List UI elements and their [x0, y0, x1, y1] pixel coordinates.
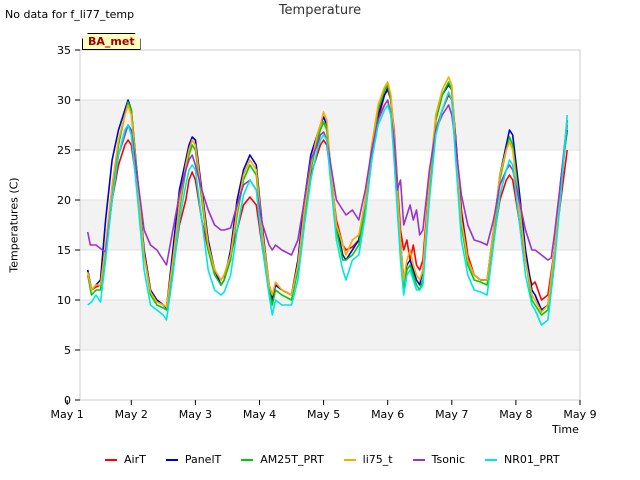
y-tick-label: 5 — [64, 344, 71, 357]
legend-item-tsonic: Tsonic — [412, 453, 466, 466]
legend-item-li75-t: li75_t — [343, 453, 393, 466]
legend-swatch-airt — [105, 458, 117, 461]
legend-swatch-am25t-prt — [241, 458, 254, 461]
series-lines — [86, 76, 568, 326]
plot-band — [80, 300, 580, 350]
x-tick-label: May 5 — [307, 408, 340, 421]
x-axis-label: Time — [552, 423, 579, 436]
x-tick-label: May 3 — [179, 408, 212, 421]
legend-label-airt: AirT — [124, 453, 146, 466]
y-tick-label: 30 — [57, 94, 71, 107]
series-line-nr01-prt — [87, 91, 568, 326]
legend-item-panelt: PanelT — [165, 453, 222, 466]
x-tick-label: May 8 — [499, 408, 532, 421]
legend-label-nr01-prt: NR01_PRT — [504, 453, 560, 466]
y-tick-label: 15 — [57, 244, 71, 257]
y-tick-label: 10 — [57, 294, 71, 307]
background-bands — [80, 50, 580, 400]
x-tick-label: May 1 — [51, 408, 84, 421]
legend-item-am25t-prt: AM25T_PRT — [241, 453, 324, 466]
legend-label-li75-t: li75_t — [362, 453, 393, 466]
y-tick-label: 25 — [57, 144, 71, 157]
chart-title: Temperature — [278, 3, 362, 18]
legend-swatch-tsonic — [412, 458, 425, 461]
y-axis-label: Temperatures (C) — [7, 177, 21, 273]
legend-item-airt: AirT — [105, 453, 146, 466]
series-line-tsonic — [86, 99, 568, 266]
plot-band — [80, 200, 580, 250]
no-data-note: No data for f_li77_temp — [5, 8, 135, 21]
legend-item-nr01-prt: NR01_PRT — [485, 453, 560, 466]
legend-swatch-nr01-prt — [485, 458, 498, 461]
x-tick-label: May 2 — [115, 408, 148, 421]
legend: AirT PanelT AM25T_PRT li75_t Tsonic NR01… — [105, 453, 560, 466]
legend-label-panelt: PanelT — [184, 453, 222, 466]
legend-label-am25t-prt: AM25T_PRT — [260, 453, 324, 466]
plot-band — [80, 350, 580, 400]
plot-band — [80, 100, 580, 150]
legend-swatch-li75-t — [343, 458, 356, 461]
y-tick-label: 20 — [57, 194, 71, 207]
station-badge: BA_met — [82, 33, 141, 50]
x-tick-label: May 6 — [371, 408, 404, 421]
x-tick-label: May 9 — [563, 408, 596, 421]
x-tick-label: May 4 — [243, 408, 276, 421]
y-tick-label: 35 — [57, 44, 71, 57]
plot-frame — [79, 49, 581, 401]
plot-band — [80, 50, 580, 100]
legend-swatch-panelt — [165, 458, 178, 461]
legend-label-tsonic: Tsonic — [431, 453, 466, 466]
plot-band — [80, 250, 580, 300]
x-tick-label: May 7 — [435, 408, 468, 421]
